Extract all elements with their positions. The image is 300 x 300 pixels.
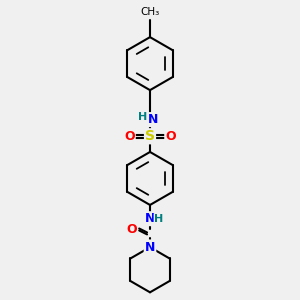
Text: CH₃: CH₃	[140, 7, 160, 16]
Text: O: O	[124, 130, 135, 143]
Text: N: N	[145, 212, 155, 225]
Text: N: N	[145, 241, 155, 254]
Text: S: S	[145, 129, 155, 143]
Text: H: H	[154, 214, 164, 224]
Text: H: H	[137, 112, 147, 122]
Text: N: N	[145, 241, 155, 254]
Text: O: O	[126, 223, 137, 236]
Text: O: O	[165, 130, 176, 143]
Text: N: N	[148, 113, 158, 126]
